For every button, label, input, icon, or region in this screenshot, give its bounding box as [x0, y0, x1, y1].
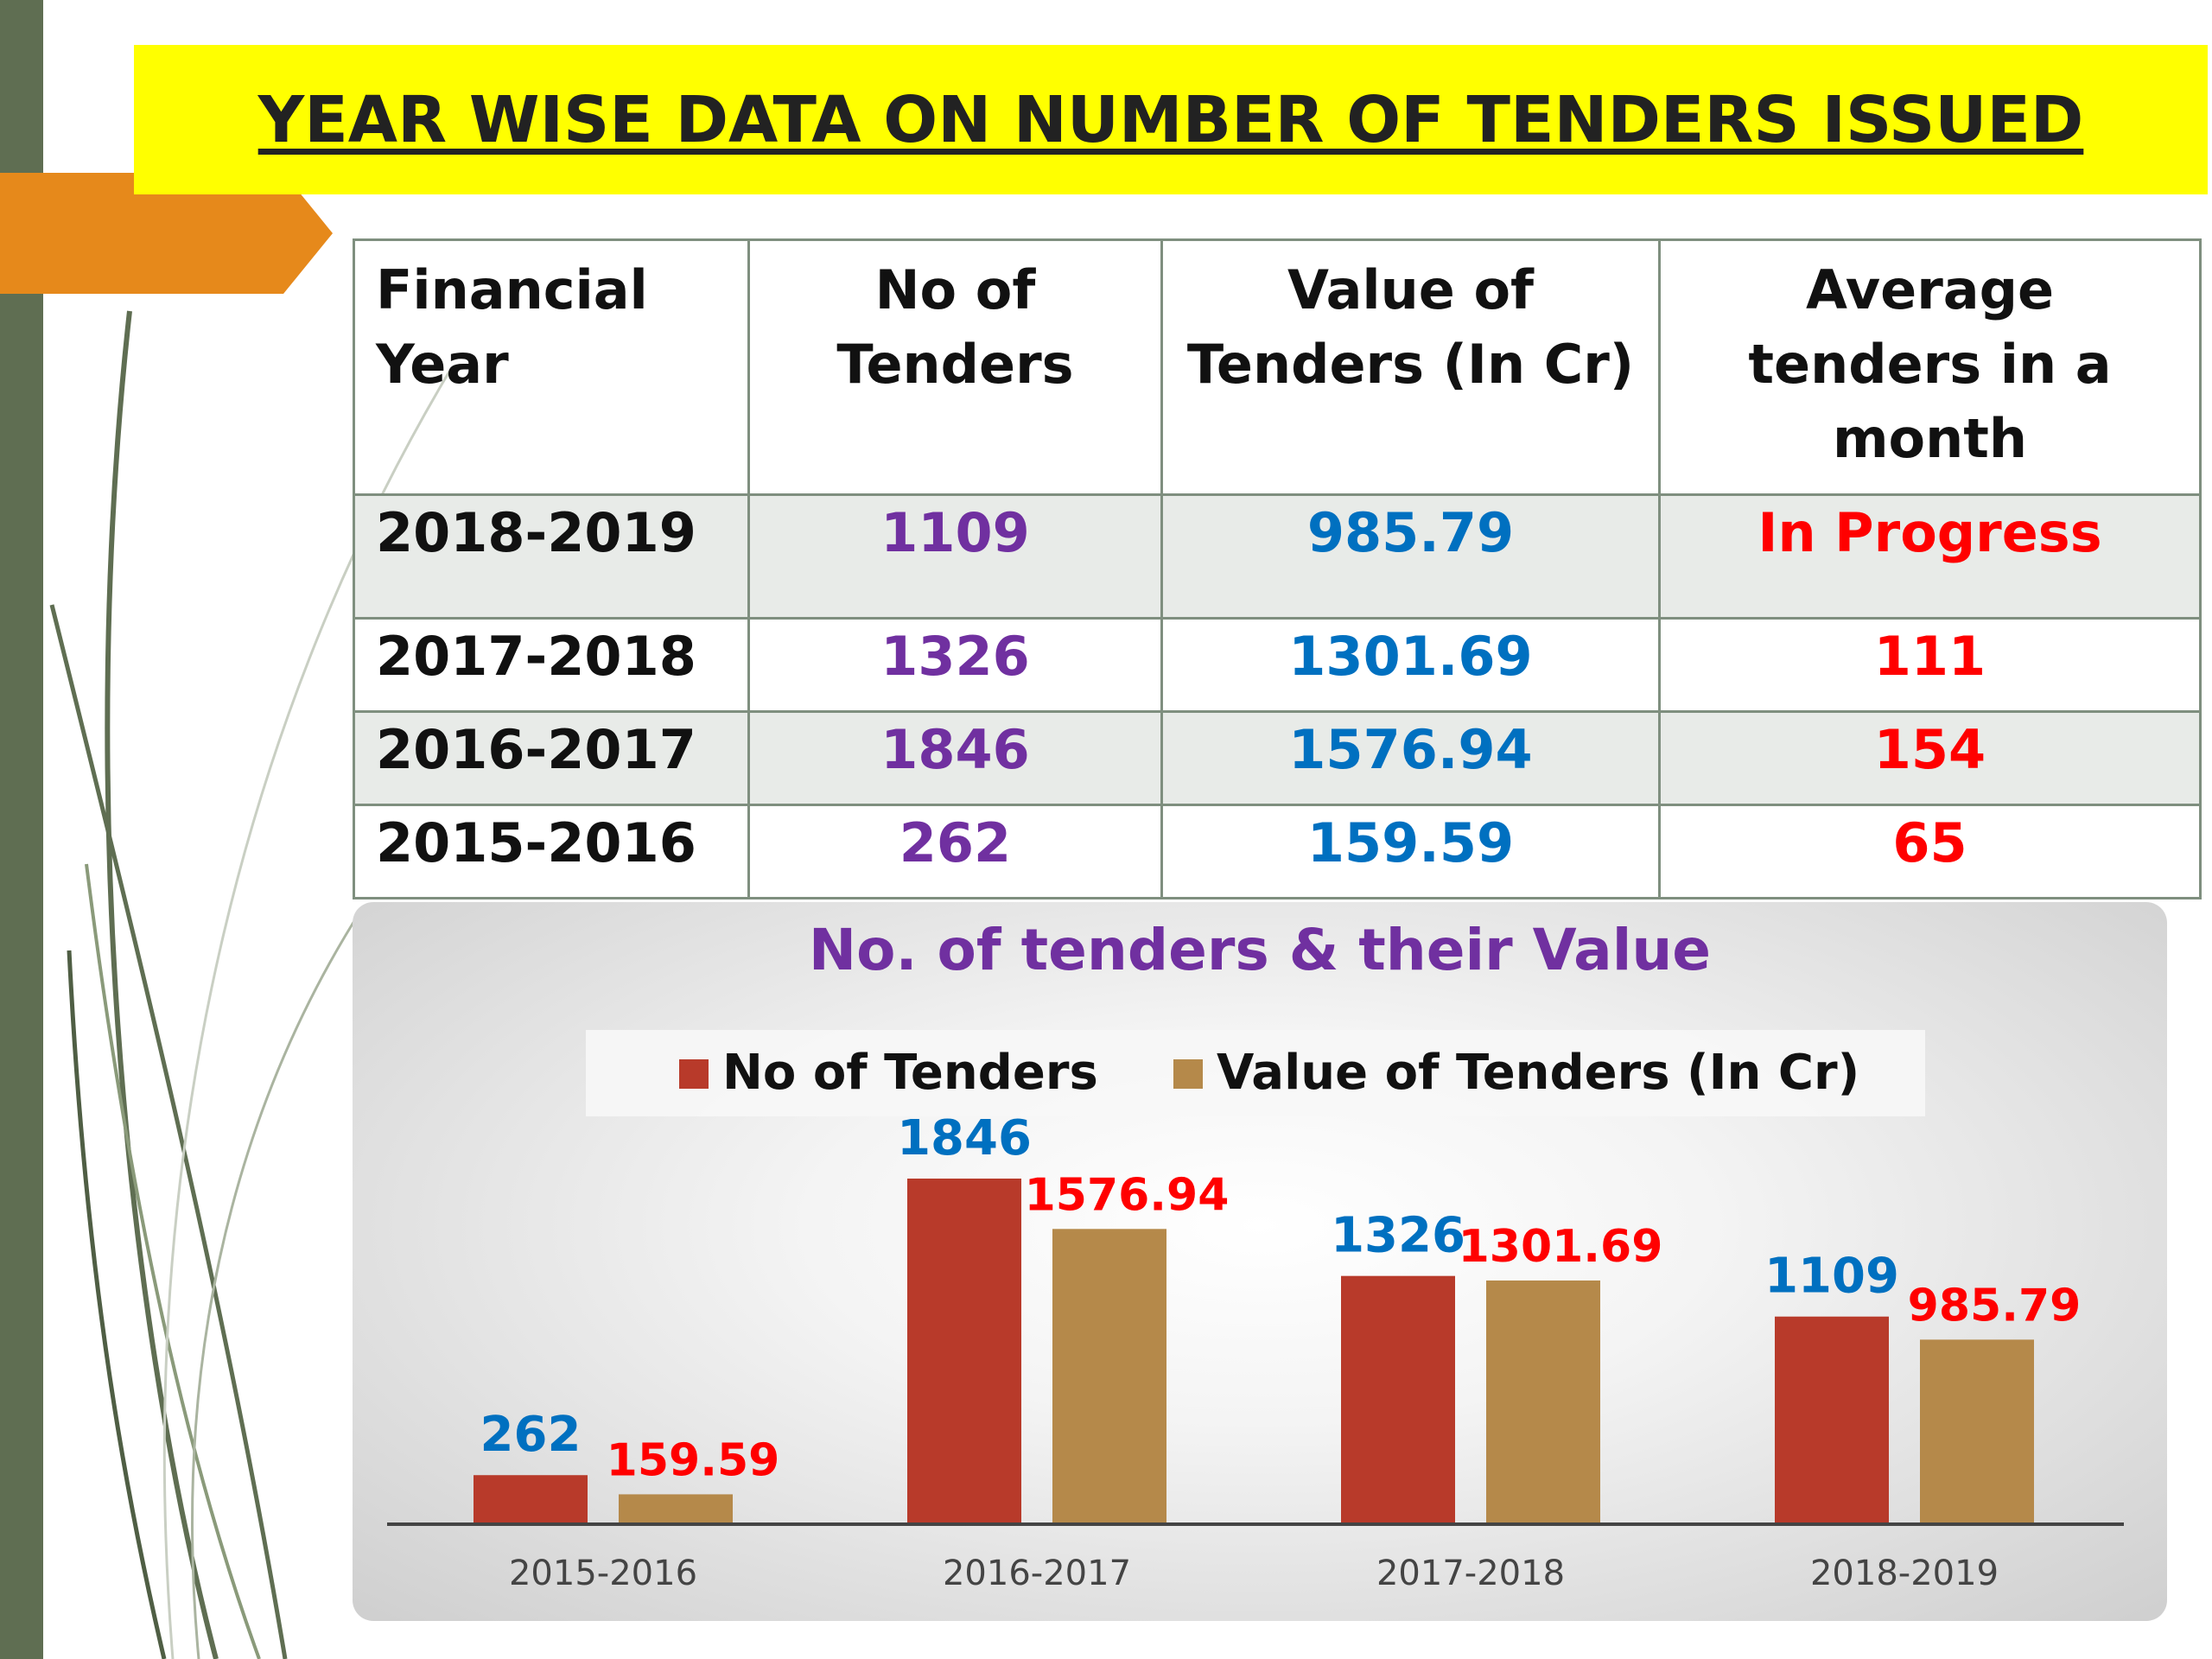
cell-value: 1301.69 [1160, 617, 1661, 713]
bar-tenders-2017-2018 [1341, 1275, 1455, 1524]
cell-count: 1846 [747, 710, 1163, 806]
x-tick-label: 2018-2019 [1810, 1554, 1999, 1593]
bar-value-2015-2016 [619, 1494, 733, 1524]
bar-tenders-2015-2016 [474, 1475, 588, 1524]
legend-label-value: Value of Tenders (In Cr) [1217, 1045, 1859, 1101]
cell-year: 2015-2016 [353, 804, 750, 899]
header-value-of-tenders: Value of Tenders (In Cr) [1160, 238, 1661, 496]
data-label-value: 1301.69 [1459, 1221, 1663, 1273]
data-label-tenders: 1846 [897, 1110, 1032, 1166]
decorative-curves [49, 310, 451, 1659]
bar-value-2018-2019 [1920, 1339, 2034, 1524]
cell-average: 154 [1658, 710, 2202, 806]
header-line: Financial [376, 258, 648, 321]
bar-tenders-2018-2019 [1775, 1316, 1889, 1524]
cell-average: 111 [1658, 617, 2202, 713]
cell-year: 2017-2018 [353, 617, 750, 713]
orange-arrow-shape [0, 173, 333, 294]
header-line: Year [376, 333, 509, 396]
bar-tenders-2016-2017 [907, 1179, 1021, 1524]
x-tick-label: 2017-2018 [1376, 1554, 1565, 1593]
table-row: 2016-2017 1846 1576.94 154 [353, 710, 2202, 806]
chart-panel: No. of tenders & their Value No of Tende… [353, 902, 2167, 1621]
legend-label-tenders: No of Tenders [722, 1045, 1098, 1101]
header-line: Tenders [836, 333, 1074, 396]
legend-swatch-tenders [679, 1059, 709, 1089]
page-title: YEAR WISE DATA ON NUMBER OF TENDERS ISSU… [257, 82, 2084, 157]
header-line: tenders in a [1748, 333, 2112, 396]
header-line: month [1832, 407, 2028, 470]
table-header-row: Financial Year No of Tenders Value of Te… [353, 238, 2202, 496]
data-label-tenders: 1109 [1764, 1249, 1899, 1305]
header-line: Value of [1287, 258, 1535, 321]
bar-value-2017-2018 [1486, 1280, 1600, 1524]
data-label-tenders: 262 [480, 1407, 582, 1463]
data-label-tenders: 1326 [1331, 1208, 1465, 1264]
cell-count: 1326 [747, 617, 1163, 713]
bar-chart: No. of tenders & their Value No of Tende… [387, 917, 2124, 1593]
tenders-table: Financial Year No of Tenders Value of Te… [353, 238, 2202, 899]
chart-title: No. of tenders & their Value [809, 917, 1711, 983]
bar-value-2016-2017 [1052, 1229, 1166, 1524]
header-financial-year: Financial Year [353, 238, 750, 496]
cell-count: 262 [747, 804, 1163, 899]
cell-count: 1109 [747, 493, 1163, 620]
title-banner: YEAR WISE DATA ON NUMBER OF TENDERS ISSU… [134, 45, 2208, 194]
header-line: Average [1805, 258, 2055, 321]
table-row: 2017-2018 1326 1301.69 111 [353, 617, 2202, 713]
legend-box [586, 1030, 1925, 1116]
table-row: 2015-2016 262 159.59 65 [353, 804, 2202, 899]
header-no-of-tenders: No of Tenders [747, 238, 1163, 496]
cell-year: 2016-2017 [353, 710, 750, 806]
data-label-value: 985.79 [1908, 1280, 2082, 1332]
data-label-value: 1576.94 [1025, 1169, 1230, 1221]
x-tick-label: 2016-2017 [943, 1554, 1131, 1593]
x-tick-label: 2015-2016 [509, 1554, 697, 1593]
header-average-tenders: Average tenders in a month [1658, 238, 2202, 496]
table-row: 2018-2019 1109 985.79 In Progress [353, 493, 2202, 620]
cell-average: 65 [1658, 804, 2202, 899]
cell-value: 1576.94 [1160, 710, 1661, 806]
header-line: No of [874, 258, 1036, 321]
legend-swatch-value [1173, 1059, 1203, 1089]
cell-value: 985.79 [1160, 493, 1661, 620]
cell-value: 159.59 [1160, 804, 1661, 899]
cell-average: In Progress [1658, 493, 2202, 620]
data-label-value: 159.59 [607, 1434, 780, 1486]
header-line: Tenders (In Cr) [1186, 333, 1635, 396]
cell-year: 2018-2019 [353, 493, 750, 620]
